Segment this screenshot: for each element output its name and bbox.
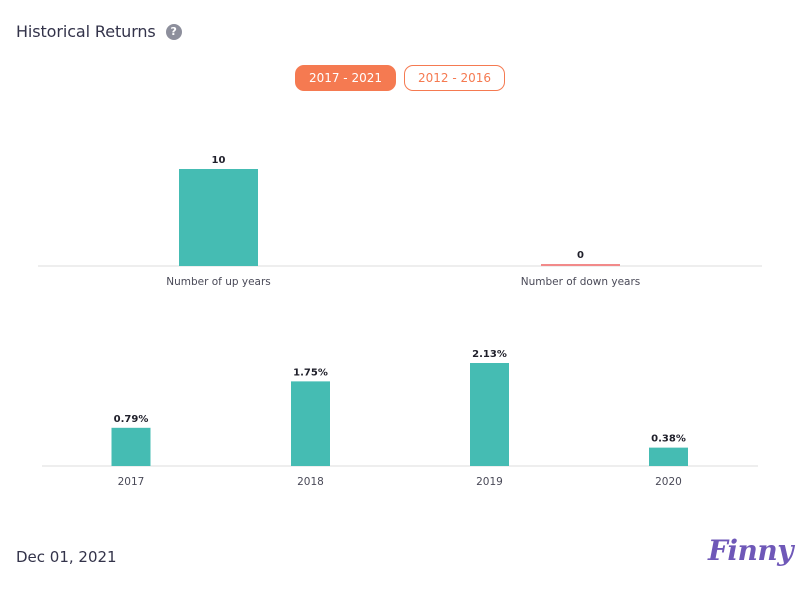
tick-label: Number of down years <box>521 276 641 288</box>
tab-2017-2021[interactable]: 2017 - 2021 <box>294 65 396 91</box>
bar <box>649 447 688 466</box>
data-label: 1.75% <box>293 367 328 378</box>
tick-label: 2018 <box>297 476 324 488</box>
data-label: 0 <box>577 250 584 261</box>
tick-label: 2019 <box>476 476 503 488</box>
bar <box>111 427 151 466</box>
header: Historical Returns ? <box>16 22 182 41</box>
as-of-date: Dec 01, 2021 <box>16 548 117 566</box>
tick-label: 2017 <box>118 476 145 488</box>
data-label: 0.38% <box>651 434 686 445</box>
bar <box>541 264 620 266</box>
tab-2012-2016[interactable]: 2012 - 2016 <box>404 65 506 91</box>
data-label: 0.79% <box>114 414 149 425</box>
tick-label: 2020 <box>655 476 682 488</box>
bar <box>179 169 258 266</box>
page-title: Historical Returns <box>16 22 156 41</box>
tick-label: Number of up years <box>166 276 271 288</box>
data-label: 10 <box>212 155 226 166</box>
finny-logo: Finny <box>708 534 794 567</box>
period-tabs: 2017 - 2021 2012 - 2016 <box>0 65 800 91</box>
data-label: 2.13% <box>472 349 507 360</box>
help-icon[interactable]: ? <box>165 23 182 40</box>
bar <box>291 381 330 466</box>
bar <box>470 363 509 466</box>
